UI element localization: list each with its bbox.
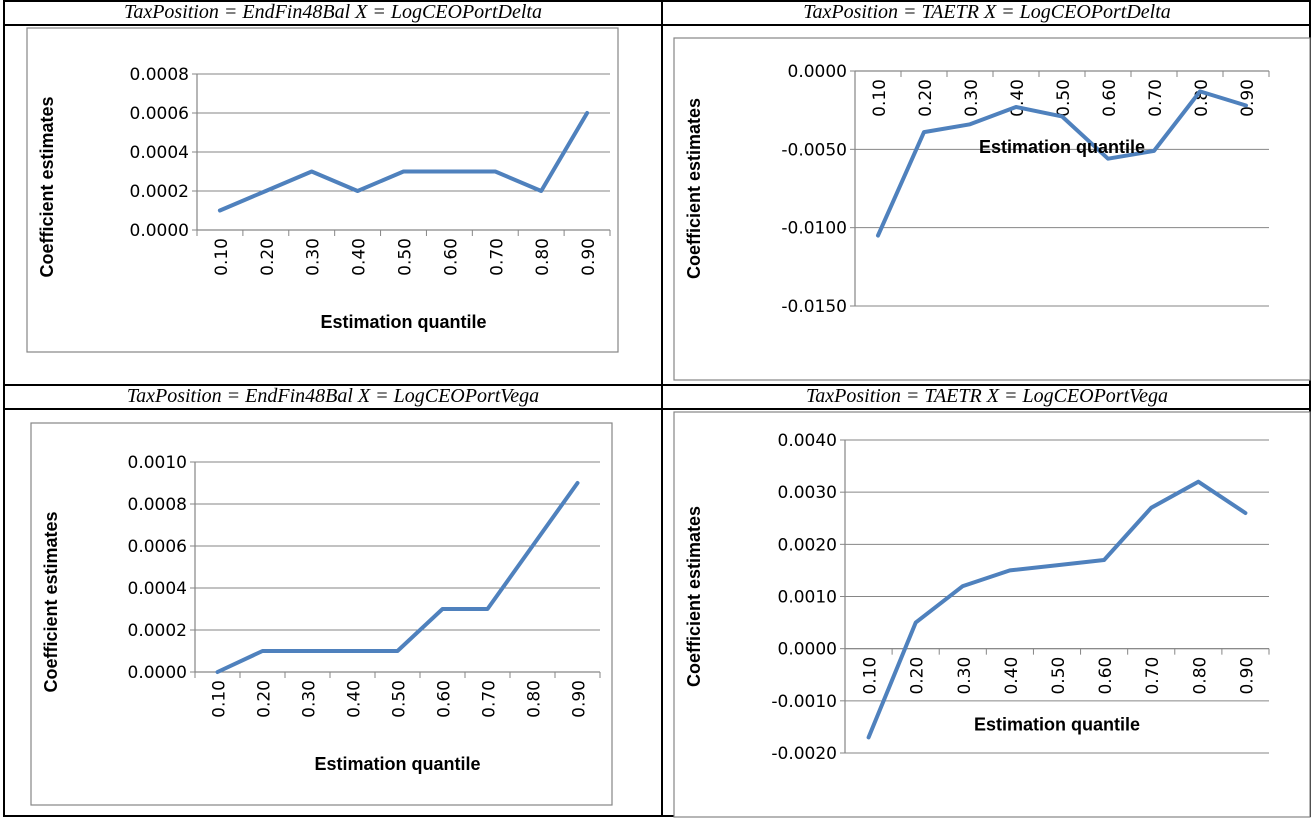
chart-delta-endfin48bal: 0.0000 0.0002 0.0004 0.0006 0.0008 0.10 0.20 0.…	[26, 27, 619, 353]
y-tick-label: -0.0050	[781, 140, 847, 160]
x-tick-label: 0.10	[212, 238, 232, 276]
y-tick-label: 0.0006	[130, 104, 189, 124]
chart-frame	[30, 422, 613, 806]
x-tick-label: 0.40	[345, 680, 365, 718]
chart-frame	[26, 27, 619, 353]
y-tick-label: 0.0020	[778, 535, 837, 555]
x-tick-label: 0.20	[255, 680, 275, 718]
x-tick-label: 0.20	[916, 79, 936, 117]
y-tick-label: 0.0008	[128, 495, 187, 515]
y-tick-label: 0.0040	[778, 431, 837, 451]
x-tick-label: 0.50	[396, 238, 416, 276]
chart-frame	[673, 37, 1311, 381]
chart-delta-taetr: -0.0150 -0.0100 -0.0050 0.0000 0.10 0.20 0.30 0…	[673, 37, 1311, 381]
x-tick-label: 0.10	[210, 680, 230, 718]
y-tick-label: 0.0000	[128, 663, 187, 683]
row-divider	[5, 408, 1309, 410]
y-tick-label: 0.0006	[128, 537, 187, 557]
y-tick-label: 0.0010	[778, 588, 837, 608]
x-tick-label: 0.40	[1002, 657, 1022, 695]
y-tick-label: -0.0010	[771, 692, 837, 712]
y-axis-title: Coefficient estimates	[37, 96, 57, 277]
x-tick-label: 0.60	[1100, 79, 1120, 117]
x-tick-label: 0.70	[1146, 79, 1166, 117]
panel-title-delta-taetr: TaxPosition = TAETR X = LogCEOPortDelta	[803, 1, 1171, 23]
panel-title-vega-endfin48bal: TaxPosition = EndFin48Bal X = LogCEOPort…	[126, 385, 540, 407]
y-tick-label: 0.0004	[130, 143, 189, 163]
x-tick-label: 0.80	[533, 238, 553, 276]
y-tick-label: 0.0010	[128, 453, 187, 473]
x-tick-label: 0.40	[350, 238, 370, 276]
y-tick-label: 0.0004	[128, 579, 187, 599]
chart-frame	[673, 411, 1311, 818]
y-axis-title: Coefficient estimates	[684, 506, 704, 687]
x-tick-label: 0.10	[870, 79, 890, 117]
y-axis-title: Coefficient estimates	[684, 98, 704, 279]
y-axis-title: Coefficient estimates	[41, 511, 61, 692]
figure-table: TaxPosition = EndFin48Bal X = LogCEOPort…	[3, 0, 1311, 818]
x-tick-label: 0.30	[962, 79, 982, 117]
x-tick-label: 0.30	[955, 657, 975, 695]
x-tick-label: 0.90	[570, 680, 590, 718]
chart-vega-endfin48bal: 0.0000 0.0002 0.0004 0.0006 0.0008 0.0010 0.10…	[30, 422, 613, 806]
y-tick-label: 0.0002	[130, 182, 189, 202]
x-tick-label: 0.60	[441, 238, 461, 276]
x-tick-label: 0.50	[1054, 79, 1074, 117]
panel-title-vega-taetr: TaxPosition = TAETR X = LogCEOPortVega	[805, 385, 1168, 407]
x-tick-label: 0.60	[1096, 657, 1116, 695]
x-axis-title: Estimation quantile	[320, 312, 486, 332]
x-tick-label: 0.90	[1238, 79, 1258, 117]
x-axis-title: Estimation quantile	[979, 137, 1145, 157]
row-divider	[5, 384, 1309, 386]
x-axis-title: Estimation quantile	[974, 715, 1140, 735]
x-tick-label: 0.70	[487, 238, 507, 276]
x-tick-label: 0.20	[908, 657, 928, 695]
y-tick-label: 0.0002	[128, 621, 187, 641]
chart-vega-taetr: -0.0020 -0.0010 0.0000 0.0010 0.0020 0.0030 0.…	[673, 411, 1311, 818]
y-tick-label: -0.0150	[781, 297, 847, 317]
y-tick-label: 0.0008	[130, 65, 189, 85]
x-tick-label: 0.80	[525, 680, 545, 718]
x-tick-label: 0.30	[300, 680, 320, 718]
y-tick-label: -0.0020	[771, 744, 837, 764]
x-tick-label: 0.80	[1190, 657, 1210, 695]
x-tick-label: 0.60	[435, 680, 455, 718]
x-tick-label: 0.10	[861, 657, 881, 695]
x-tick-label: 0.30	[304, 238, 324, 276]
x-tick-label: 0.50	[390, 680, 410, 718]
x-tick-label: 0.70	[480, 680, 500, 718]
x-tick-label: 0.90	[579, 238, 599, 276]
x-tick-label: 0.20	[258, 238, 278, 276]
y-tick-label: 0.0030	[778, 483, 837, 503]
y-tick-label: 0.0000	[788, 62, 847, 82]
y-tick-label: -0.0100	[781, 219, 847, 239]
x-tick-label: 0.70	[1143, 657, 1163, 695]
x-tick-label: 0.50	[1049, 657, 1069, 695]
x-tick-label: 0.80	[1192, 79, 1212, 117]
y-tick-label: 0.0000	[130, 221, 189, 241]
y-tick-label: 0.0000	[778, 640, 837, 660]
row-divider	[5, 24, 1309, 26]
x-axis-title: Estimation quantile	[314, 754, 480, 774]
x-tick-label: 0.90	[1237, 657, 1257, 695]
panel-title-delta-endfin48bal: TaxPosition = EndFin48Bal X = LogCEOPort…	[124, 1, 542, 23]
